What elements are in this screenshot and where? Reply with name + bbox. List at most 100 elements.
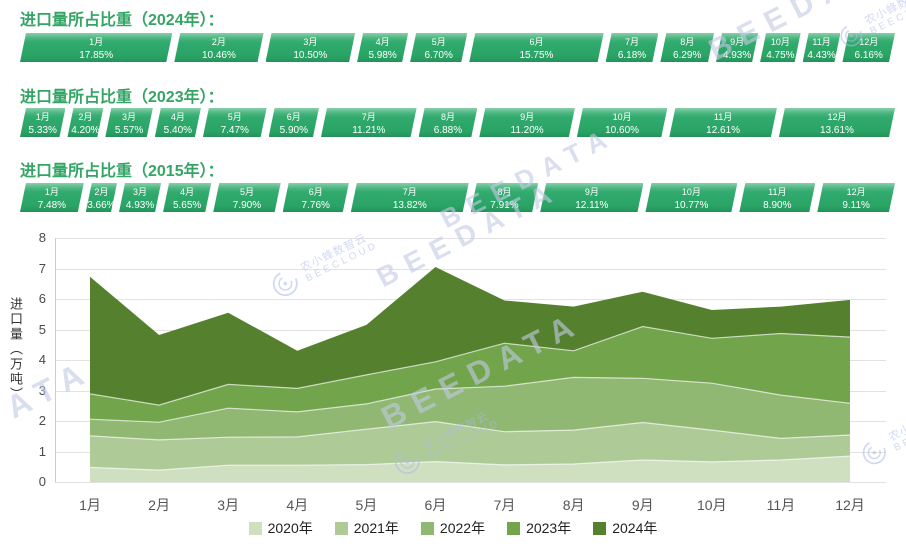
- strip-value-label: 10.77%: [674, 200, 709, 211]
- strip-value-label: 7.47%: [220, 125, 249, 136]
- strip-value-label: 4.93%: [125, 200, 155, 211]
- x-tick-3月: 3月: [217, 497, 240, 513]
- strip-segment-2023年-12月[interactable]: 12月 13.61%: [779, 108, 895, 137]
- strip-segment-2023年-4月[interactable]: 4月 5.40%: [155, 108, 201, 137]
- strip-segment-2015年-8月[interactable]: 8月 7.91%: [471, 183, 538, 212]
- y-axis-title: 进口量（万吨）: [8, 297, 23, 402]
- strip-value-label: 12.61%: [706, 125, 741, 136]
- area-band-2021年[interactable]: [90, 421, 850, 471]
- strip-month-label: 7月: [361, 112, 376, 122]
- strip-segment-2015年-10月[interactable]: 10月 10.77%: [645, 183, 737, 212]
- strip-month-label: 12月: [846, 187, 866, 197]
- strip-month-label: 3月: [303, 37, 318, 47]
- strip-value-label: 5.98%: [368, 50, 397, 61]
- x-tick-5月: 5月: [355, 497, 378, 513]
- strip-segment-2024年-12月[interactable]: 12月 6.16%: [842, 33, 895, 62]
- strip-segment-2024年-8月[interactable]: 8月 6.29%: [660, 33, 714, 62]
- legend-item-2023年[interactable]: 2023年: [507, 518, 571, 538]
- strip-value-label: 13.61%: [819, 125, 854, 136]
- strip-segment-2023年-7月[interactable]: 7月 11.21%: [321, 108, 417, 137]
- strip-value-label: 6.29%: [673, 50, 702, 61]
- strip-segment-2015年-5月[interactable]: 5月 7.90%: [213, 183, 280, 212]
- x-tick-7月: 7月: [493, 497, 516, 513]
- strip-segment-2023年-1月[interactable]: 1月 5.33%: [20, 108, 65, 137]
- strip-segment-2024年-6月[interactable]: 6月 15.75%: [469, 33, 603, 62]
- y-tick-7: 7: [38, 260, 46, 276]
- strip-value-label: 5.57%: [114, 125, 144, 136]
- area-band-2020年[interactable]: [90, 456, 850, 482]
- strip-segment-2024年-7月[interactable]: 7月 6.18%: [606, 33, 659, 62]
- strip-month-label: 5月: [431, 37, 446, 47]
- legend-label: 2021年: [353, 520, 399, 536]
- x-tick-10月: 10月: [697, 497, 727, 513]
- strip-value-label: 6.18%: [617, 50, 647, 61]
- legend-swatch: [420, 521, 434, 535]
- legend-item-2020年[interactable]: 2020年: [248, 518, 313, 538]
- strip-month-label: 8月: [440, 112, 455, 122]
- strip-segment-2023年-9月[interactable]: 9月 11.20%: [479, 108, 575, 137]
- strip-segment-2023年-8月[interactable]: 8月 6.88%: [419, 108, 478, 137]
- area-chart-plot[interactable]: [55, 238, 886, 483]
- x-tick-1月: 1月: [79, 497, 101, 513]
- strip-month-label: 7月: [402, 187, 417, 197]
- strip-segment-2015年-2月[interactable]: 2月 3.66%: [86, 183, 117, 212]
- import-volume-area-chart: 进口量（万吨） 0 1 2 3 4 5 6 7 8 1月 2月 3月 4月 5月 6月 7月 8月 9月 10月 1…: [0, 225, 906, 549]
- strip-month-label: 4月: [170, 112, 185, 122]
- y-tick-1: 1: [38, 443, 46, 459]
- strip-segment-2015年-1月[interactable]: 1月 7.48%: [20, 183, 84, 212]
- strip-segment-2015年-7月[interactable]: 7月 13.82%: [351, 183, 469, 212]
- strip-value-label: 12.11%: [575, 200, 609, 211]
- strip-segment-2024年-3月[interactable]: 3月 10.50%: [266, 33, 356, 62]
- strip-value-label: 4.20%: [71, 125, 100, 136]
- band-boundary-2023年: [89, 325, 851, 406]
- y-tick-0: 0: [38, 474, 46, 489]
- strip-segment-2023年-5月[interactable]: 5月 7.47%: [203, 108, 267, 137]
- strip-month-label: 7月: [625, 37, 640, 47]
- strip-value-label: 4.43%: [807, 50, 836, 61]
- legend-item-2024年[interactable]: 2024年: [593, 518, 657, 538]
- strip-value-label: 10.60%: [605, 125, 640, 136]
- x-tick-8月: 8月: [562, 497, 585, 513]
- strip-segment-2023年-3月[interactable]: 3月 5.57%: [105, 108, 153, 137]
- strip-segment-2023年-11月[interactable]: 11月 12.61%: [669, 108, 777, 137]
- section-title-2015: 进口量所占比重（2015年）：: [20, 163, 224, 180]
- strip-segment-2024年-11月[interactable]: 11月 4.43%: [803, 33, 841, 62]
- strip-segment-2023年-10月[interactable]: 10月 10.60%: [577, 108, 667, 137]
- legend-item-2022年[interactable]: 2022年: [420, 518, 485, 538]
- area-band-2024年[interactable]: [90, 267, 850, 406]
- strip-segment-2023年-6月[interactable]: 6月 5.90%: [269, 108, 319, 137]
- strip-segment-2024年-10月[interactable]: 10月 4.75%: [760, 33, 801, 62]
- strip-segment-2015年-4月[interactable]: 4月 5.65%: [163, 183, 211, 212]
- strip-value-label: 15.75%: [519, 50, 554, 61]
- band-boundary-2022年: [89, 376, 851, 423]
- strip-month-label: 1月: [35, 112, 50, 122]
- strip-month-label: 9月: [520, 112, 535, 122]
- x-tick-6月: 6月: [424, 497, 447, 513]
- band-boundary-2021年: [89, 420, 851, 441]
- strip-value-label: 5.90%: [279, 125, 308, 136]
- band-boundary-2020年: [89, 455, 851, 471]
- strip-segment-2024年-2月[interactable]: 2月 10.46%: [174, 33, 263, 62]
- strip-value-label: 5.40%: [163, 125, 193, 136]
- strip-value-label: 7.90%: [232, 200, 262, 211]
- strip-value-label: 5.33%: [28, 125, 57, 136]
- strip-segment-2024年-1月[interactable]: 1月 17.85%: [20, 33, 172, 62]
- strip-value-label: 10.46%: [201, 50, 236, 61]
- chart-legend: 2020年 2021年 2022年 2023年 2024年: [0, 518, 906, 538]
- y-tick-5: 5: [38, 321, 46, 337]
- strip-segment-2015年-9月[interactable]: 9月 12.11%: [540, 183, 643, 212]
- strip-segment-2024年-5月[interactable]: 5月 6.70%: [410, 33, 467, 62]
- area-band-2023年[interactable]: [90, 326, 850, 423]
- strip-segment-2015年-11月[interactable]: 11月 8.90%: [739, 183, 815, 212]
- y-tick-2: 2: [38, 413, 46, 428]
- legend-item-2021年[interactable]: 2021年: [334, 518, 399, 538]
- strip-segment-2024年-9月[interactable]: 9月 4.93%: [716, 33, 758, 62]
- strip-segment-2023年-2月[interactable]: 2月 4.20%: [67, 108, 103, 137]
- strip-month-label: 12月: [827, 112, 847, 122]
- strip-month-label: 1月: [89, 37, 104, 47]
- strip-segment-2015年-3月[interactable]: 3月 4.93%: [119, 183, 161, 212]
- strip-month-label: 1月: [44, 187, 59, 197]
- strip-segment-2015年-12月[interactable]: 12月 9.11%: [817, 183, 895, 212]
- strip-segment-2015年-6月[interactable]: 6月 7.76%: [283, 183, 349, 212]
- strip-segment-2024年-4月[interactable]: 4月 5.98%: [357, 33, 408, 62]
